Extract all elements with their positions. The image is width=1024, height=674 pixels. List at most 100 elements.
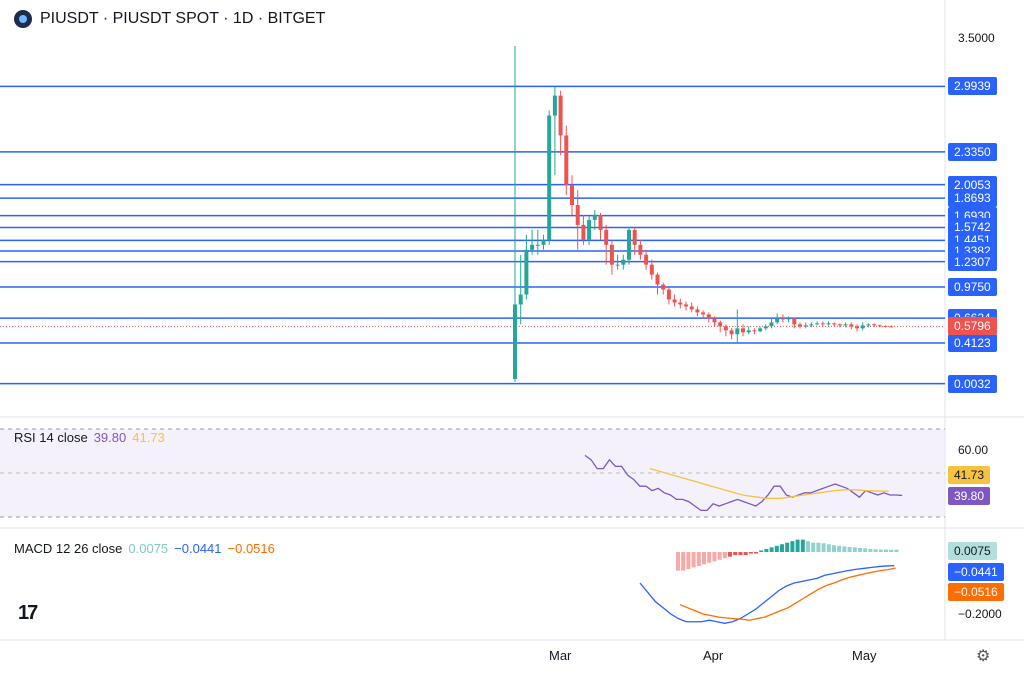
macd-histogram-bar <box>696 552 701 566</box>
level-tag: 1.8693 <box>948 189 997 208</box>
candle-body <box>826 323 831 325</box>
macd-histogram-bar <box>884 549 888 552</box>
candle-body <box>638 244 643 255</box>
macd-histogram-bar <box>790 541 795 552</box>
macd-histogram-bar <box>832 545 836 552</box>
candle-body <box>775 318 780 323</box>
macd-histogram-bar <box>743 552 748 556</box>
pi-logo-icon <box>14 10 32 28</box>
candle-body <box>706 314 711 319</box>
candle-body <box>684 304 688 307</box>
candle-body <box>883 325 888 327</box>
macd-histogram-bar <box>780 544 784 552</box>
candle-body <box>604 229 609 245</box>
level-tag: 0.0032 <box>948 374 997 393</box>
macd-histogram-bar <box>889 549 894 552</box>
macd-histogram-bar <box>676 552 680 571</box>
candle-body <box>524 249 529 295</box>
macd-histogram-bar <box>826 544 831 552</box>
candle-body <box>609 244 614 265</box>
signal-tag: −0.0516 <box>948 583 1004 601</box>
signal-legend-value: −0.0516 <box>227 541 275 556</box>
candle-body <box>889 326 894 328</box>
candle-body <box>541 239 546 245</box>
macd-histogram-bar <box>811 542 816 552</box>
candle-body <box>758 328 763 332</box>
macd-histogram-bar <box>759 550 764 552</box>
candle-body <box>769 322 774 327</box>
candle-body <box>570 185 574 206</box>
candle-body <box>746 330 751 333</box>
macd-histogram-bar <box>858 547 862 552</box>
candle-body <box>592 214 597 220</box>
level-tag: 2.3350 <box>948 142 997 161</box>
macd-line <box>639 565 895 624</box>
level-tag: 0.9750 <box>948 278 997 297</box>
candle-body <box>712 318 717 323</box>
candle-body <box>798 324 802 327</box>
macd-histogram-bar <box>764 548 769 552</box>
candle-body <box>815 323 820 325</box>
time-label-may: May <box>852 648 877 663</box>
time-label-apr: Apr <box>703 648 724 663</box>
candle-body <box>752 330 757 332</box>
settings-gear-icon[interactable]: ⚙ <box>976 648 991 665</box>
macd-histogram-bar <box>748 552 753 554</box>
candle-body <box>729 330 734 335</box>
candle-body <box>695 309 700 313</box>
candle-body <box>763 326 768 329</box>
candle-body <box>575 205 580 225</box>
candle-body <box>820 323 825 325</box>
candle-body <box>615 264 620 266</box>
time-label-mar: Mar <box>549 648 572 663</box>
candle-body <box>644 254 649 265</box>
macd-legend[interactable]: MACD 12 26 close 0.0075 −0.0441 −0.0516 <box>14 541 275 556</box>
macd-histogram-bar <box>707 552 712 563</box>
macd-histogram-bar <box>733 552 738 556</box>
macd-histogram-bar <box>722 552 727 559</box>
level-tag: 2.9939 <box>948 77 997 96</box>
candle-body <box>552 95 557 116</box>
candle-body <box>723 326 728 331</box>
candle-body <box>877 325 882 327</box>
macd-histogram-bar <box>691 552 696 568</box>
candle-body <box>627 229 631 260</box>
candle-body <box>860 325 865 329</box>
candle-body <box>872 324 877 326</box>
candle-body <box>513 304 517 380</box>
rsi-legend[interactable]: RSI 14 close 39.80 41.73 <box>14 430 165 445</box>
rsi-tag: 39.80 <box>948 487 991 505</box>
level-tag: 0.4123 <box>948 334 997 352</box>
macd-histogram-bar <box>686 552 691 570</box>
macd-histogram-bar <box>868 548 873 552</box>
macd-histogram-bar <box>795 539 800 552</box>
rsi-ma-legend-value: 41.73 <box>132 430 165 445</box>
candle-body <box>843 324 848 326</box>
macd-histogram-bar <box>754 552 758 554</box>
rsi-ma-line <box>649 467 889 499</box>
tradingview-logo-icon: 17 <box>18 602 38 624</box>
macd-histogram-bar <box>717 552 722 560</box>
candle-body <box>809 324 814 326</box>
macd-legend-value: −0.0441 <box>174 541 222 556</box>
candle-body <box>535 244 540 246</box>
candle-body <box>792 318 797 325</box>
macd-histogram-bar <box>728 552 732 557</box>
candle-body <box>558 95 563 136</box>
macd-histogram-bar <box>894 549 899 552</box>
candle-body <box>689 306 694 310</box>
candle-body <box>803 325 808 327</box>
level-tag: 2.0053 <box>948 175 997 194</box>
candle-body <box>701 312 706 315</box>
candle-body <box>718 322 723 327</box>
macd-histogram-bar <box>842 546 847 552</box>
candle-body <box>530 244 535 250</box>
candle-body <box>855 326 859 329</box>
symbol-title: PIUSDT · PIUSDT SPOT · 1D · BITGET <box>40 10 326 27</box>
macd-hist-legend-value: 0.0075 <box>128 541 169 556</box>
macd-histogram-bar <box>847 547 852 552</box>
price-axis-top-label: 3.5000 <box>958 31 995 45</box>
macd-histogram-bar <box>702 552 706 565</box>
candle-body <box>849 324 854 327</box>
